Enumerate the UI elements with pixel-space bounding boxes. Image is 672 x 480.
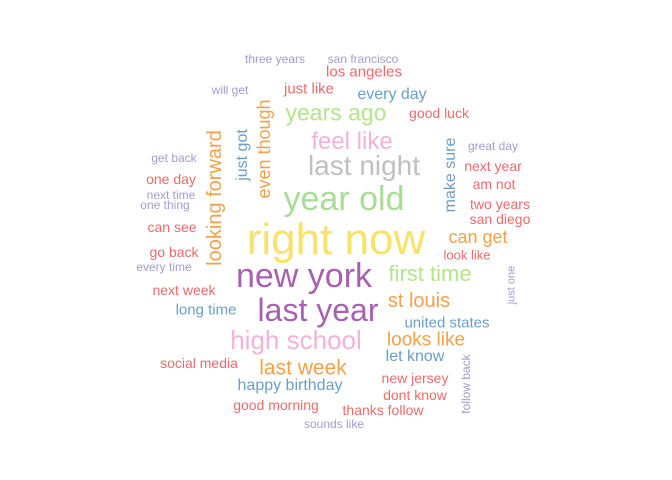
word-los-angeles: los angeles	[326, 63, 402, 81]
word-just-got: just got	[234, 129, 251, 181]
word-last-night: last night	[307, 150, 421, 181]
word-last-year: last year	[257, 292, 379, 328]
word-one-thing: one thing	[140, 198, 190, 212]
word-every-day: every day	[357, 86, 427, 103]
word-make-sure: make sure	[442, 137, 459, 213]
word-year-old: year old	[283, 180, 405, 218]
word-good-luck: good luck	[409, 105, 469, 121]
word-even-though: even though	[254, 99, 274, 199]
word-social-media: social media	[160, 355, 238, 371]
word-good-morning: good morning	[233, 397, 319, 413]
word-looking-forward: looking forward	[204, 130, 226, 266]
word-dont-know: dont know	[383, 387, 447, 403]
word-sounds-like: sounds like	[303, 417, 365, 431]
word-just-like: just like	[283, 80, 335, 98]
word-am-not: am not	[472, 176, 516, 192]
word-can-get: can get	[448, 227, 508, 247]
word-st-louis: st louis	[387, 290, 451, 312]
word-feel-like: feel like	[311, 128, 393, 155]
word-high-school: high school	[230, 325, 362, 355]
word-get-back: get back	[151, 151, 197, 165]
word-happy-birthday: happy birthday	[237, 377, 343, 394]
word-san-diego: san diego	[469, 211, 531, 227]
word-looks-like: looks like	[386, 329, 466, 351]
word-go-back: go back	[149, 244, 199, 260]
word-great-day: great day	[467, 139, 519, 153]
word-three-years: three years	[244, 52, 306, 66]
word-right-now: right now	[246, 215, 426, 264]
word-first-time: first time	[388, 261, 472, 286]
word-every-time: every time	[136, 260, 192, 274]
word-let-know: let know	[385, 348, 445, 365]
word-years-ago: years ago	[285, 99, 387, 126]
word-next-week: next week	[152, 282, 216, 298]
word-follow-back: follow back	[459, 354, 473, 414]
word-two-years: two years	[470, 196, 530, 212]
word-next-time: next time	[146, 188, 196, 202]
word-thanks-follow: thanks follow	[342, 402, 424, 418]
word-long-time: long time	[175, 301, 237, 319]
word-can-see: can see	[147, 219, 197, 235]
word-san-francisco: san francisco	[327, 52, 399, 66]
word-one-day: one day	[146, 171, 196, 187]
word-new-jersey: new jersey	[381, 370, 449, 386]
word-will-get: will get	[211, 83, 249, 97]
word-united-states: united states	[404, 314, 490, 332]
word-last-week: last week	[259, 356, 347, 380]
word-look-like: look like	[443, 247, 491, 263]
word-new-york: new york	[235, 257, 373, 295]
word-just-one: just one	[505, 265, 518, 305]
word-next-year: next year	[464, 158, 522, 174]
